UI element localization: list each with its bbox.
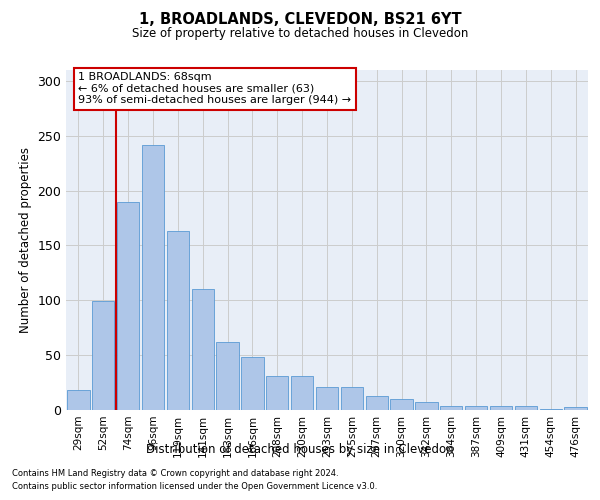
Bar bbox=[391, 399, 413, 410]
Bar bbox=[440, 406, 463, 410]
Bar bbox=[241, 358, 263, 410]
Bar bbox=[142, 144, 164, 410]
Text: Distribution of detached houses by size in Clevedon: Distribution of detached houses by size … bbox=[146, 442, 454, 456]
Bar bbox=[515, 406, 537, 410]
Bar bbox=[415, 402, 437, 410]
Bar bbox=[291, 376, 313, 410]
Text: Contains HM Land Registry data © Crown copyright and database right 2024.: Contains HM Land Registry data © Crown c… bbox=[12, 468, 338, 477]
Bar bbox=[191, 290, 214, 410]
Bar bbox=[67, 390, 89, 410]
Bar bbox=[167, 231, 189, 410]
Text: Contains public sector information licensed under the Open Government Licence v3: Contains public sector information licen… bbox=[12, 482, 377, 491]
Bar bbox=[539, 409, 562, 410]
Bar bbox=[490, 406, 512, 410]
Bar bbox=[341, 387, 363, 410]
Bar bbox=[217, 342, 239, 410]
Bar bbox=[117, 202, 139, 410]
Bar bbox=[92, 302, 115, 410]
Bar bbox=[266, 376, 289, 410]
Bar bbox=[365, 396, 388, 410]
Text: 1, BROADLANDS, CLEVEDON, BS21 6YT: 1, BROADLANDS, CLEVEDON, BS21 6YT bbox=[139, 12, 461, 28]
Text: Size of property relative to detached houses in Clevedon: Size of property relative to detached ho… bbox=[132, 28, 468, 40]
Bar bbox=[565, 406, 587, 410]
Y-axis label: Number of detached properties: Number of detached properties bbox=[19, 147, 32, 333]
Bar bbox=[465, 406, 487, 410]
Bar bbox=[316, 387, 338, 410]
Text: 1 BROADLANDS: 68sqm
← 6% of detached houses are smaller (63)
93% of semi-detache: 1 BROADLANDS: 68sqm ← 6% of detached hou… bbox=[79, 72, 352, 106]
